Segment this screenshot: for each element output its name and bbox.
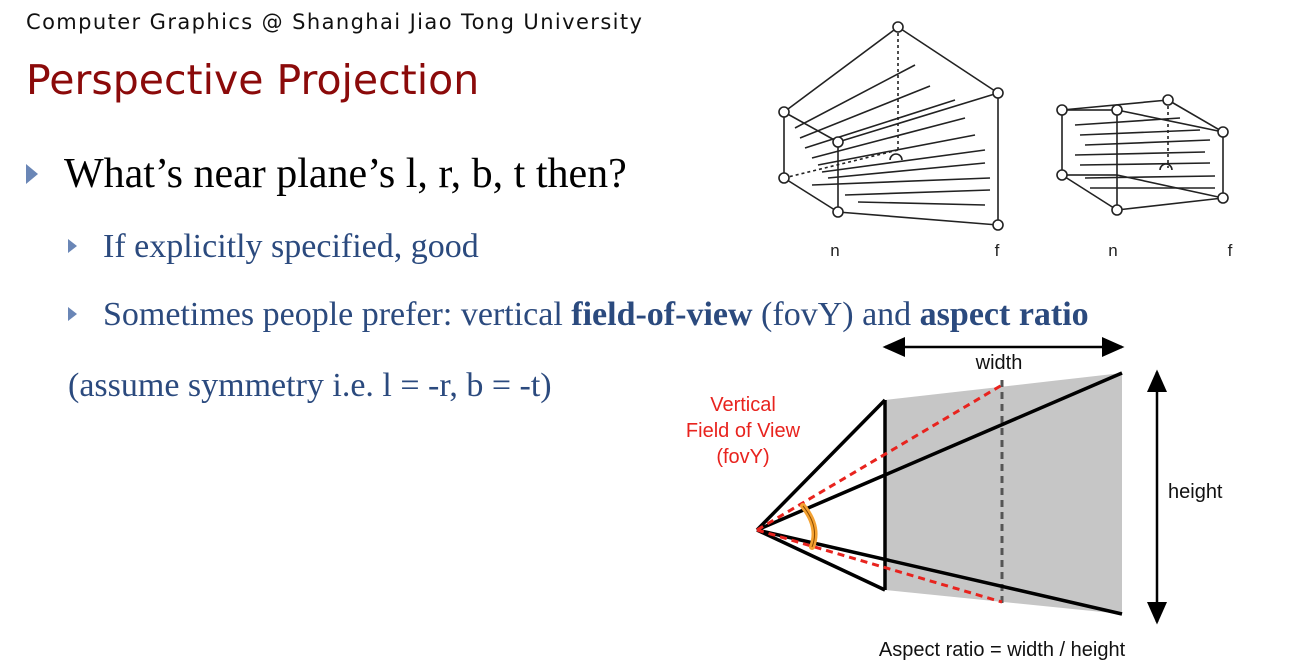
fov-lines [756, 383, 1003, 604]
bullet-text: If explicitly specified, good [103, 228, 479, 265]
course-header: Computer Graphics @ Shanghai Jiao Tong U… [26, 10, 644, 34]
label-f-cuboid: f [1228, 241, 1233, 260]
cuboid-vertices [1056, 94, 1229, 216]
fov-label-line2: Field of View [686, 420, 801, 442]
bullet-level1: What’s near plane’s l, r, b, t then? [26, 150, 627, 198]
fov-label-line1: Vertical [710, 394, 776, 416]
frustum-vertices [778, 21, 1004, 231]
bullet-level2-fov: Sometimes people prefer: vertical field-… [68, 296, 1089, 334]
bullet-triangle-icon [26, 164, 38, 185]
fov-label-line3: (fovY) [716, 446, 769, 468]
bold-term-aspect: aspect ratio [919, 296, 1089, 333]
bold-term-fov: field-of-view [571, 296, 753, 333]
bullet-triangle-icon [68, 307, 77, 322]
width-label: width [975, 352, 1023, 374]
bullet-triangle-icon [68, 239, 77, 254]
fov-angle-marker-outline [802, 505, 815, 548]
frustum-edges [755, 371, 1123, 616]
bullet-text: Sometimes people prefer: vertical [103, 296, 572, 333]
label-n-frustum: n [830, 241, 839, 260]
slide-title: Perspective Projection [26, 56, 480, 104]
aspect-caption: Aspect ratio = width / height [879, 639, 1126, 661]
bullet-text: What’s near plane’s l, r, b, t then? [64, 151, 627, 197]
frustum-shape [783, 26, 999, 226]
height-label: height [1168, 481, 1223, 503]
symmetry-note: (assume symmetry i.e. l = -r, b = -t) [68, 367, 552, 404]
bullet-text: (fovY) and [752, 296, 920, 333]
cuboid-shape [1061, 99, 1224, 211]
bullet-level2-explicit: If explicitly specified, good [68, 228, 479, 266]
label-f-frustum: f [995, 241, 1000, 260]
label-n-cuboid: n [1108, 241, 1117, 260]
